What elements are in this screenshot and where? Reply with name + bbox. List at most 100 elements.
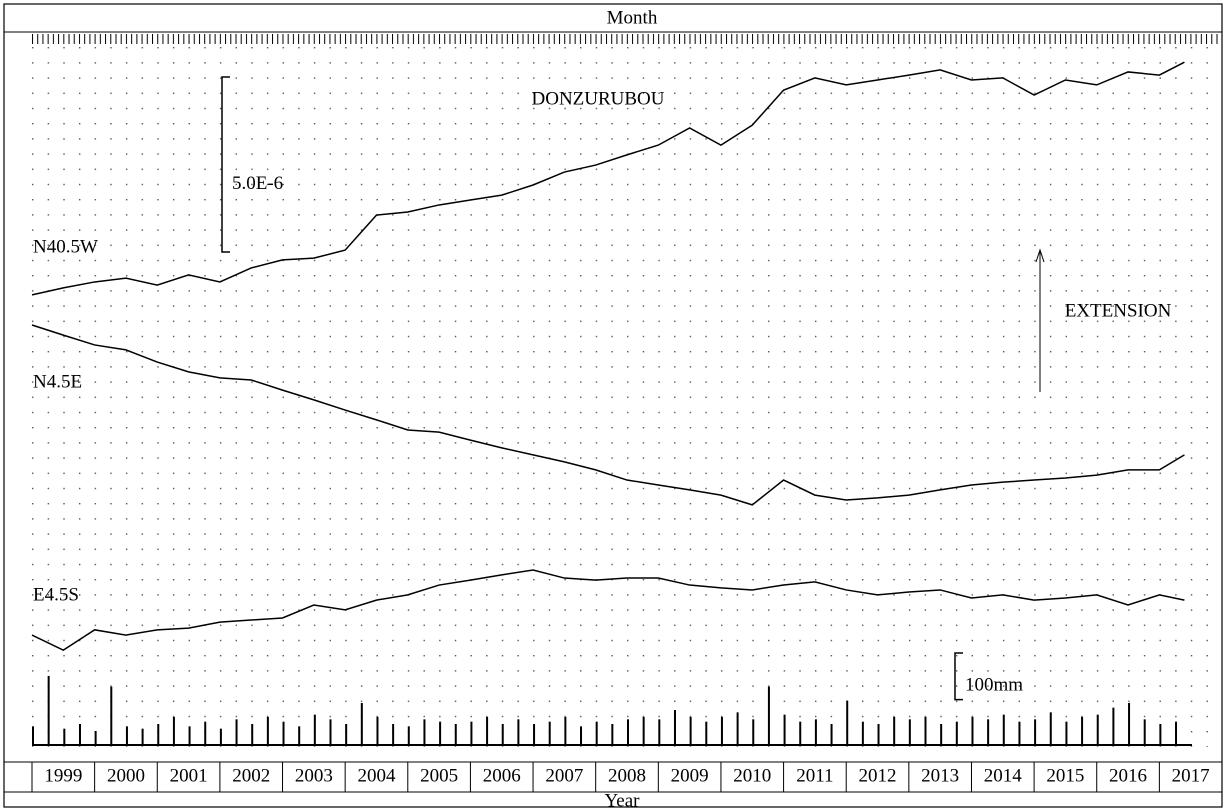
rain-bar (282, 721, 285, 745)
rain-bar (110, 686, 113, 745)
rain-bar (783, 714, 786, 745)
rain-bar (486, 717, 489, 745)
rain-bar (1128, 703, 1131, 745)
rain-bar (533, 724, 536, 745)
strain-trace (31, 61, 1185, 296)
rain-bar (47, 675, 50, 745)
rain-bar (313, 714, 316, 745)
rain-bar (125, 726, 128, 745)
rain-bar (407, 726, 410, 745)
rain-bar (580, 726, 583, 745)
rain-bar (548, 721, 551, 745)
series-label: E4.5S (33, 584, 79, 605)
rain-bar (924, 717, 927, 745)
rain-bar (1112, 707, 1115, 745)
rain-bar (439, 721, 442, 745)
x-tick-label: 2001 (170, 765, 208, 786)
rain-bar (298, 726, 301, 745)
rain-bar (78, 724, 81, 745)
rain-bar (627, 719, 629, 745)
rain-bar (392, 724, 395, 745)
rain-bar (1049, 712, 1052, 745)
rain-bar (360, 703, 363, 745)
x-tick-label: 2008 (608, 765, 646, 786)
x-tick-label: 2009 (671, 765, 709, 786)
strain-trace (31, 324, 1185, 506)
rain-bar (940, 724, 943, 745)
x-tick-label: 2015 (1046, 765, 1084, 786)
rain-bar (157, 724, 160, 745)
rain-bar (1065, 721, 1068, 745)
rain-bar (454, 724, 457, 745)
x-tick-label: 2014 (984, 765, 1023, 786)
rain-bar (1143, 719, 1146, 745)
rain-bar (673, 710, 676, 745)
x-tick-label: 2002 (232, 765, 270, 786)
x-tick-label: 2006 (483, 765, 521, 786)
rain-bar (517, 719, 520, 745)
rain-bar (611, 724, 614, 745)
arrow-head (1035, 248, 1045, 263)
rain-scale-label: 100mm (965, 675, 1023, 696)
rain-bar (235, 719, 238, 745)
rain-bar (658, 719, 661, 745)
rain-bar (1081, 717, 1084, 745)
x-tick-label: 2007 (545, 765, 583, 786)
rain-bar (595, 721, 598, 745)
strain-trace (31, 569, 1185, 652)
rain-bar (642, 717, 645, 745)
rain-bar (814, 719, 817, 745)
rain-bar (141, 728, 144, 745)
rain-bar (329, 719, 332, 745)
x-tick-label: 2011 (796, 765, 833, 786)
x-tick-label: 2013 (921, 765, 959, 786)
rain-bar (564, 717, 567, 745)
chart-title: DONZURUBOU (532, 88, 665, 109)
rain-bar (846, 700, 849, 745)
rain-bar (1002, 714, 1005, 745)
x-tick-label: 2005 (420, 765, 458, 786)
rain-bar (1159, 724, 1162, 745)
scale-bar-label: 5.0E-6 (232, 173, 283, 194)
rain-bar (971, 717, 974, 745)
rain-bar (799, 721, 802, 745)
rain-bar (188, 726, 191, 745)
x-tick-label: 1999 (44, 765, 82, 786)
grid-dots (32, 47, 1222, 747)
rain-bar (908, 719, 911, 745)
rain-bar (251, 724, 254, 745)
rain-bar (705, 721, 708, 745)
rain-bar (266, 717, 269, 745)
rain-bar (32, 726, 34, 745)
rain-bar (345, 724, 348, 745)
x-tick-label: 2004 (357, 765, 396, 786)
rain-bar (423, 719, 426, 745)
rain-bar (63, 728, 66, 745)
rain-bar (987, 719, 990, 745)
x-axis-label: Year (604, 790, 640, 811)
month-label: Month (607, 7, 658, 28)
rain-bar (376, 717, 379, 745)
x-tick-label: 2012 (859, 765, 897, 786)
x-tick-label: 2017 (1172, 765, 1210, 786)
rain-bar (767, 686, 770, 745)
rain-bar (720, 717, 723, 745)
rain-bar (955, 721, 958, 745)
rain-bar (470, 721, 473, 745)
rain-bar (501, 724, 504, 745)
rain-bar (736, 712, 739, 745)
x-tick-label: 2016 (1109, 765, 1147, 786)
x-tick-label: 2000 (107, 765, 145, 786)
x-tick-label: 2003 (295, 765, 333, 786)
rain-bar (1175, 721, 1178, 745)
rain-bar (1018, 721, 1021, 745)
month-ticks (32, 34, 1222, 44)
rain-bar (861, 721, 864, 745)
rain-bar (877, 724, 880, 745)
rain-bar (689, 717, 692, 745)
rain-bar (1034, 719, 1037, 745)
scale-bar (221, 76, 230, 253)
rain-bar (204, 721, 207, 745)
rain-bar (752, 719, 755, 745)
